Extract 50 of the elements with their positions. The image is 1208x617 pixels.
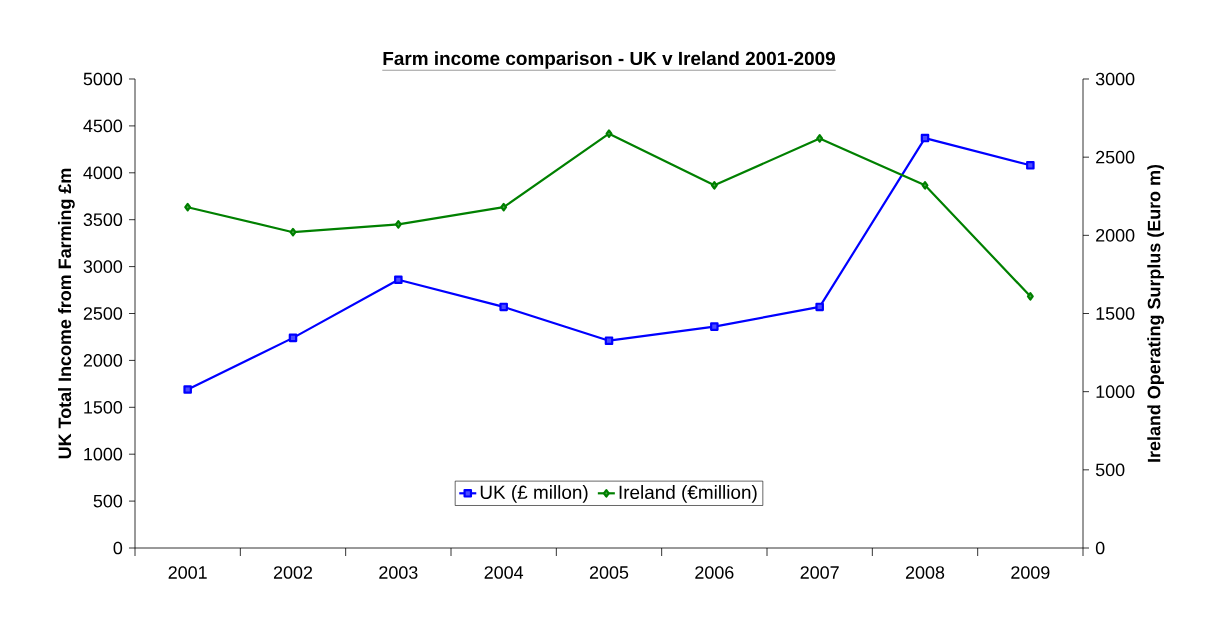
point — [816, 134, 824, 143]
x-tick-label: 2004 — [484, 566, 524, 579]
legend-label: Ireland (€million) — [619, 485, 757, 503]
x-tick-label: 2009 — [1011, 566, 1050, 579]
y2-tick-label: 1500 — [1096, 307, 1135, 320]
point — [710, 322, 719, 331]
legend-label: UK (£ millon) — [480, 485, 588, 503]
x-tick-label: 2005 — [589, 566, 629, 579]
y2-tick-label: 2500 — [1096, 150, 1135, 164]
point — [921, 181, 929, 190]
point — [288, 333, 298, 343]
point — [394, 220, 402, 229]
point — [815, 302, 824, 312]
point — [500, 202, 508, 212]
y-tick-label: 500 — [93, 494, 123, 508]
y-tick-label: 4000 — [83, 166, 123, 180]
y-tick-label: 1500 — [84, 400, 123, 414]
y-tick-label: 4500 — [83, 119, 123, 133]
point — [289, 227, 297, 237]
y-tick-label: 5000 — [83, 72, 123, 86]
point — [920, 133, 930, 143]
y2-tick-label: 3000 — [1095, 72, 1135, 86]
point — [394, 275, 403, 285]
x-tick-label: 2002 — [273, 566, 313, 579]
x-tick-label: 2006 — [695, 566, 734, 579]
point — [710, 181, 718, 190]
y-tick-label: 2500 — [83, 307, 123, 320]
y-tick-label: 3500 — [83, 213, 123, 227]
y-tick-label: 1000 — [84, 447, 123, 461]
x-tick-label: 2008 — [905, 566, 945, 579]
x-tick-label: 2003 — [379, 566, 418, 579]
point — [604, 336, 614, 345]
point — [1026, 292, 1034, 301]
y-axis-title: UK Total Income from Farming £m — [57, 168, 75, 459]
point — [1026, 161, 1035, 170]
y2-tick-label: 500 — [1095, 463, 1125, 477]
y2-axis-title: Ireland Operating Surplus (Euro m) — [1147, 164, 1165, 462]
y-tick-label: 3000 — [83, 260, 123, 273]
x-tick-label: 2007 — [800, 566, 839, 579]
point — [184, 202, 192, 212]
x-tick-label: 2001 — [168, 566, 207, 579]
y-tick-label: 2000 — [83, 354, 123, 367]
point — [183, 385, 192, 394]
point — [499, 302, 508, 312]
y2-tick-label: 0 — [1095, 541, 1105, 555]
chart-title: Farm income comparison - UK v Ireland 2001-2009 — [383, 51, 835, 69]
y2-tick-label: 2000 — [1096, 228, 1135, 242]
point — [605, 129, 613, 138]
y2-tick-label: 1000 — [1096, 385, 1135, 399]
y-tick-label: 0 — [113, 541, 123, 555]
